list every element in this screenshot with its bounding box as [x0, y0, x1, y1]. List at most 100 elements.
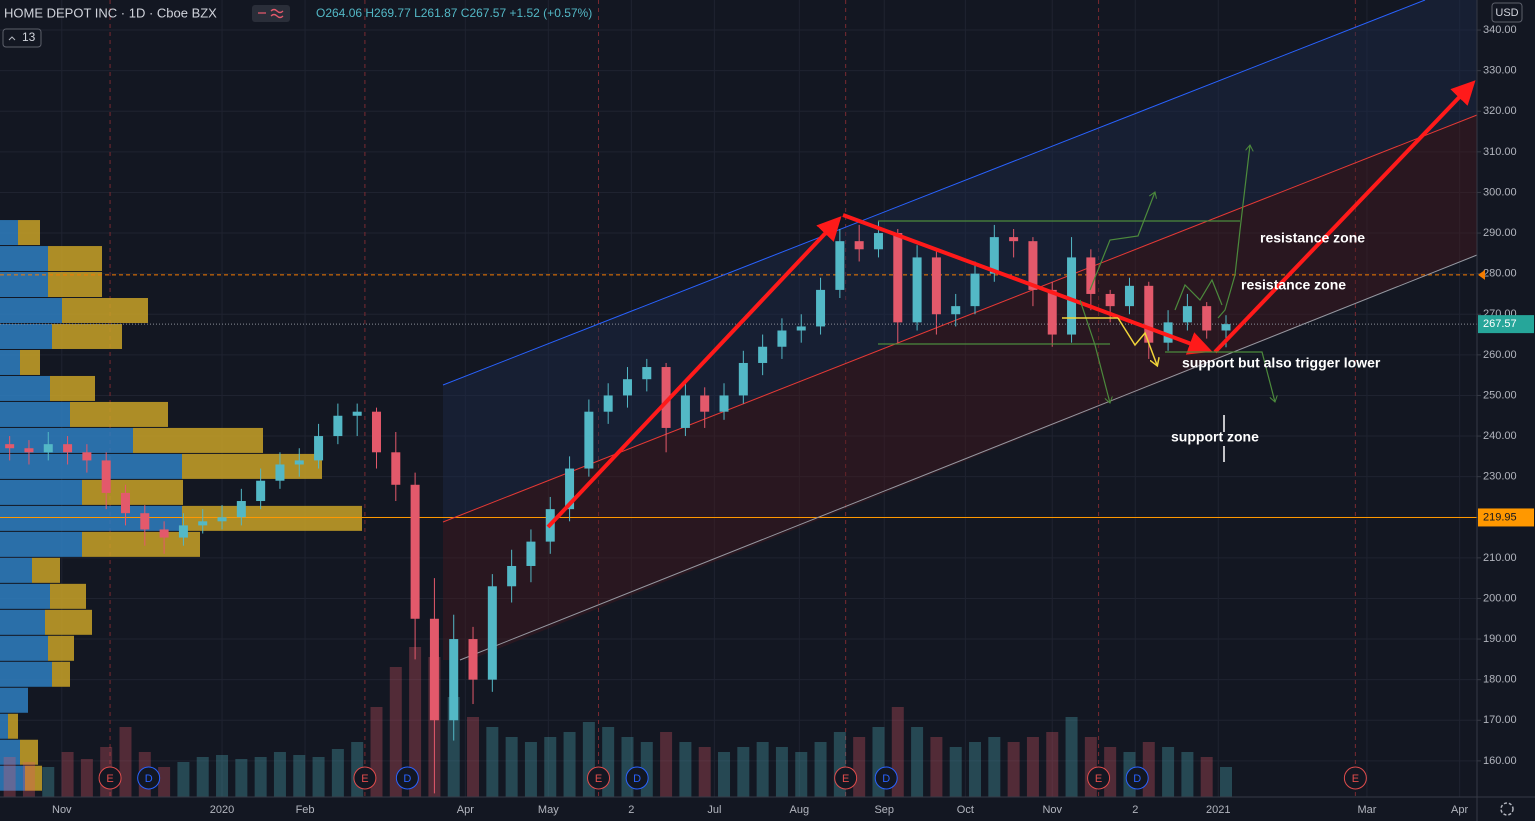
candle-body	[622, 379, 632, 396]
y-tick-label: 260.00	[1483, 349, 1517, 361]
profile-down	[50, 583, 86, 609]
candle-body	[487, 586, 497, 680]
event-marker[interactable]	[137, 766, 161, 790]
currency-box[interactable]	[1491, 2, 1523, 23]
profile-down	[45, 609, 92, 635]
profile-down	[52, 661, 70, 687]
candle-body	[796, 326, 806, 331]
x-tick-label: 2	[1132, 804, 1138, 816]
profile-up	[0, 583, 50, 609]
profile-down	[20, 739, 38, 765]
x-tick-label: Sep	[874, 804, 894, 816]
last-price: 267.57	[1483, 318, 1517, 330]
candle-body	[893, 233, 903, 323]
candle-body	[236, 501, 246, 518]
projection	[1089, 192, 1155, 291]
header-icons[interactable]	[252, 5, 290, 22]
annotation: resistance zone	[1260, 230, 1365, 246]
volume-bar	[1181, 752, 1194, 797]
event-marker[interactable]	[1087, 766, 1111, 790]
event-label: E	[1095, 773, 1102, 785]
channel-bottom	[459, 254, 1478, 661]
profile-up	[0, 323, 52, 349]
profile-up	[0, 661, 52, 687]
candle-body	[1009, 237, 1019, 242]
volume-bar	[756, 742, 769, 797]
candle-body	[352, 411, 362, 416]
event-marker[interactable]	[1343, 766, 1367, 790]
profile-up	[0, 220, 18, 246]
profile-up	[0, 272, 48, 298]
volume-bar	[1026, 737, 1039, 797]
event-label: E	[106, 773, 113, 785]
event-marker[interactable]	[1125, 766, 1149, 790]
volume-bar	[1007, 742, 1020, 797]
event-label: E	[361, 773, 368, 785]
event-marker[interactable]	[625, 766, 649, 790]
volume-bar	[1046, 732, 1059, 797]
profile-down	[62, 298, 148, 323]
candle-body	[468, 639, 478, 680]
candle-body	[970, 273, 980, 307]
header: HOME DEPOT INC · 1D · Cboe BZX O264.06 H…	[2, 5, 592, 48]
event-marker[interactable]	[587, 766, 611, 790]
profile-up	[0, 298, 62, 323]
candle-body	[777, 330, 787, 347]
profile-up	[0, 635, 48, 661]
chevron	[8, 36, 16, 41]
candle-body	[1163, 322, 1173, 343]
channel-upper-fill	[443, 0, 1477, 522]
profile-down	[133, 427, 263, 453]
profile-down	[70, 401, 168, 427]
candle-body	[159, 529, 169, 538]
profile-down	[82, 479, 183, 505]
profile-down	[18, 220, 40, 246]
candle-body	[1086, 257, 1096, 294]
volume-bar	[447, 697, 460, 797]
x-tick-label: 2020	[210, 804, 234, 816]
profile-up	[0, 505, 182, 531]
last-price-badge	[1478, 315, 1534, 334]
y-tick-label: 210.00	[1483, 552, 1517, 564]
volume-bar	[254, 757, 267, 797]
red-arrow	[546, 216, 842, 529]
candle-body	[507, 565, 517, 587]
volume-bar	[911, 727, 924, 797]
event-marker[interactable]	[353, 766, 377, 790]
quote: O264.06 H269.77 L261.87 C267.57 +1.52 (+…	[316, 6, 592, 20]
y-tick-label: 190.00	[1483, 633, 1517, 645]
x-tick-label: Jul	[707, 804, 721, 816]
annotation: resistance zone	[1241, 277, 1346, 293]
volume-bar	[61, 752, 74, 797]
candle-body	[371, 411, 381, 453]
profile-up	[0, 531, 82, 557]
y-tick-label: 160.00	[1483, 755, 1517, 767]
channel	[443, 0, 1477, 660]
candle-body	[1202, 306, 1212, 331]
y-tick-label: 300.00	[1483, 186, 1517, 198]
header-icon-glyphs	[258, 8, 284, 19]
event-marker[interactable]	[834, 766, 858, 790]
candle-body	[314, 436, 324, 461]
settings-icon[interactable]	[1500, 802, 1514, 816]
volume-bar	[505, 737, 518, 797]
event-marker[interactable]	[874, 766, 898, 790]
volume-bar	[235, 759, 248, 797]
price-axis-bg	[1477, 0, 1535, 821]
volume-bar	[216, 755, 229, 797]
candle-body	[873, 233, 883, 250]
volume-bar	[698, 747, 711, 797]
event-marker[interactable]	[395, 766, 419, 790]
y-tick-label: 330.00	[1483, 65, 1517, 77]
volume-bar	[1200, 757, 1213, 797]
event-marker[interactable]	[98, 766, 122, 790]
indicator-toggle[interactable]	[2, 28, 42, 48]
candle-body	[1105, 293, 1115, 307]
candle-body	[1182, 306, 1192, 323]
volume-bar	[737, 747, 750, 797]
volume-bar	[718, 752, 731, 797]
candle-body	[989, 237, 999, 274]
volume-bar	[22, 762, 35, 797]
